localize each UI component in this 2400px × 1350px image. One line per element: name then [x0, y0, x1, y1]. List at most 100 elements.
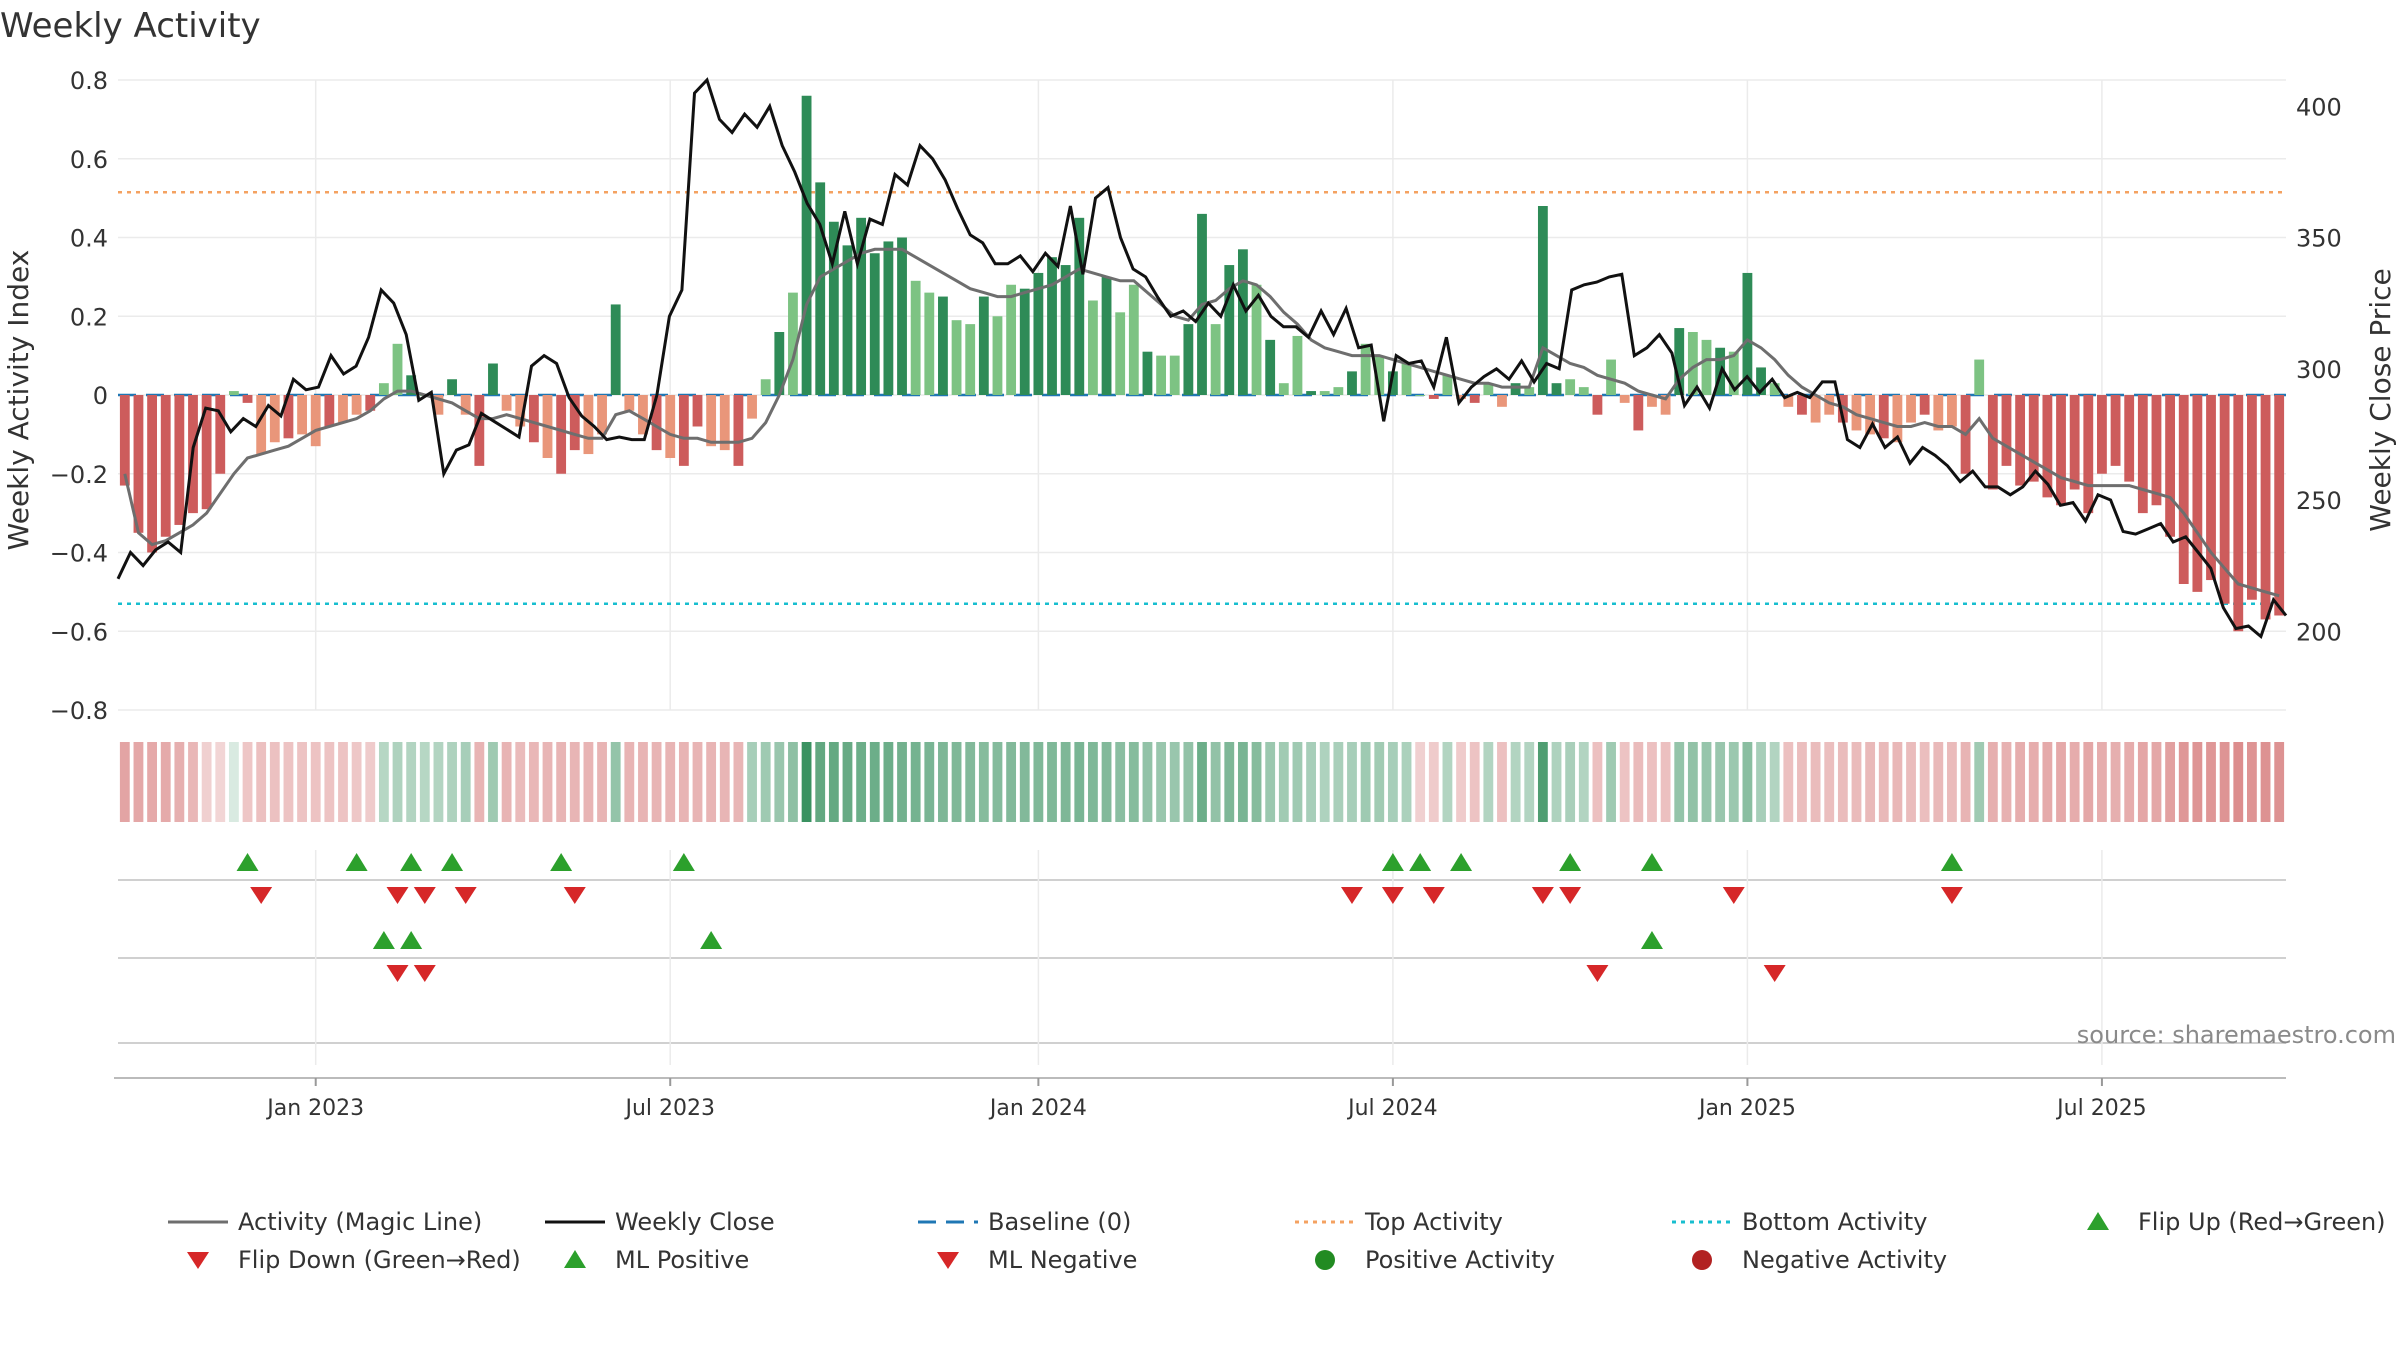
x-tick-label: Jul 2024	[1346, 1096, 1438, 1121]
activity-bar	[1578, 387, 1589, 395]
legend-label: Flip Up (Red→Green)	[2138, 1208, 2386, 1236]
activity-bar	[2015, 395, 2026, 486]
legend-item: Flip Down (Green→Red)	[187, 1246, 521, 1274]
magic-line	[123, 247, 2280, 598]
heat-cell	[842, 742, 853, 822]
activity-bar	[2192, 395, 2203, 592]
y-axis-label: Weekly Activity Index	[2, 250, 35, 551]
heat-cell	[2178, 742, 2189, 822]
flip-down-marker	[1559, 887, 1582, 904]
heat-cell	[1510, 742, 1521, 822]
activity-bar	[1306, 391, 1316, 395]
y-tick-label: −0.2	[50, 461, 108, 489]
activity-bar	[201, 395, 212, 510]
flip-up-marker	[1381, 853, 1404, 871]
activity-bar	[1769, 383, 1780, 395]
activity-bar	[501, 395, 512, 411]
activity-bar	[1237, 249, 1248, 395]
activity-bar	[310, 395, 321, 447]
signal-panel	[118, 850, 2286, 1065]
activity-bar	[1387, 371, 1398, 395]
heat-cell	[2192, 742, 2203, 822]
activity-bar	[147, 395, 157, 553]
heat-cell	[1660, 742, 1671, 822]
heat-cell	[1578, 742, 1589, 822]
y-tick-label: 0.4	[70, 225, 108, 253]
activity-bar	[1837, 395, 1848, 423]
activity-bar	[406, 375, 417, 395]
heat-cell	[624, 742, 635, 822]
heat-cell	[610, 742, 621, 822]
heat-cell	[1810, 742, 1821, 822]
heat-cell	[310, 742, 321, 822]
legend-item: Negative Activity	[1692, 1246, 1947, 1274]
activity-bar	[2165, 395, 2176, 537]
heat-cell	[869, 742, 880, 822]
activity-bar	[1865, 395, 1876, 435]
activity-bar	[1565, 379, 1576, 395]
heat-cell	[2206, 742, 2216, 822]
activity-bar	[1797, 395, 1807, 415]
legend-triangle-down-icon	[937, 1252, 959, 1269]
flip-down-marker	[1531, 887, 1554, 904]
activity-bar	[174, 395, 185, 525]
activity-bar	[1360, 343, 1371, 395]
activity-bar	[910, 280, 921, 395]
activity-bar	[283, 395, 294, 439]
activity-bar	[692, 395, 703, 427]
heat-cell	[2247, 742, 2257, 822]
y-axis-left: −0.8 −0.6 −0.4 −0.2 0 0.2 0.4 0.6 0.8	[50, 67, 108, 725]
activity-bar	[2274, 395, 2285, 616]
heat-cell	[515, 742, 526, 822]
legend-triangle-up-icon	[564, 1250, 586, 1268]
ml-positive-marker	[400, 931, 423, 949]
flip-up-marker	[550, 853, 573, 871]
heat-cell	[433, 742, 444, 822]
heat-cell	[2069, 742, 2080, 822]
activity-bar	[1074, 217, 1085, 395]
heat-cell	[1237, 742, 1248, 822]
heat-cell	[2015, 742, 2026, 822]
heat-cell	[1374, 742, 1385, 822]
legend-item: Weekly Close	[545, 1208, 775, 1236]
heat-cell	[856, 742, 867, 822]
activity-bar	[1824, 395, 1835, 415]
legend-label: Weekly Close	[615, 1208, 775, 1236]
activity-bar	[378, 383, 389, 395]
activity-bar	[801, 95, 812, 395]
legend-label: Activity (Magic Line)	[238, 1208, 482, 1236]
heat-cell	[256, 742, 267, 822]
heat-cell	[378, 742, 389, 822]
heat-cell	[1469, 742, 1480, 822]
y-tick-label: 0.6	[70, 146, 108, 174]
activity-bar	[1469, 395, 1480, 403]
heat-cell	[1278, 742, 1289, 822]
heat-cell	[1797, 742, 1807, 822]
heat-cell	[1428, 742, 1439, 822]
flip-up-marker	[1450, 853, 1473, 871]
activity-bar	[678, 395, 689, 466]
heat-cell	[1210, 742, 1221, 822]
legend-item: Flip Up (Red→Green)	[2087, 1208, 2386, 1236]
heat-cell	[1347, 742, 1357, 822]
flip-down-marker	[386, 887, 409, 904]
heat-cell	[1687, 742, 1698, 822]
heat-cell	[1115, 742, 1126, 822]
heat-cell	[1892, 742, 1903, 822]
heat-cell	[351, 742, 362, 822]
heat-cell	[2151, 742, 2162, 822]
heat-cell	[1224, 742, 1235, 822]
y-tick-label: 0.8	[70, 67, 108, 95]
x-axis: Jan 2023 Jul 2023 Jan 2024 Jul 2024 Jan 2025…	[114, 1077, 2286, 1121]
heat-cell	[542, 742, 553, 822]
heat-cell	[1292, 742, 1303, 822]
activity-bar	[1006, 284, 1017, 395]
activity-bar	[2097, 395, 2107, 474]
activity-bar	[1878, 395, 1889, 439]
legend-label: Positive Activity	[1365, 1246, 1555, 1274]
heat-cell	[1415, 742, 1426, 822]
heat-cell	[1960, 742, 1971, 822]
activity-bar	[392, 343, 403, 395]
activity-bar	[1537, 206, 1548, 395]
y-axis-right: 200 250 300 350 400	[2296, 93, 2342, 646]
